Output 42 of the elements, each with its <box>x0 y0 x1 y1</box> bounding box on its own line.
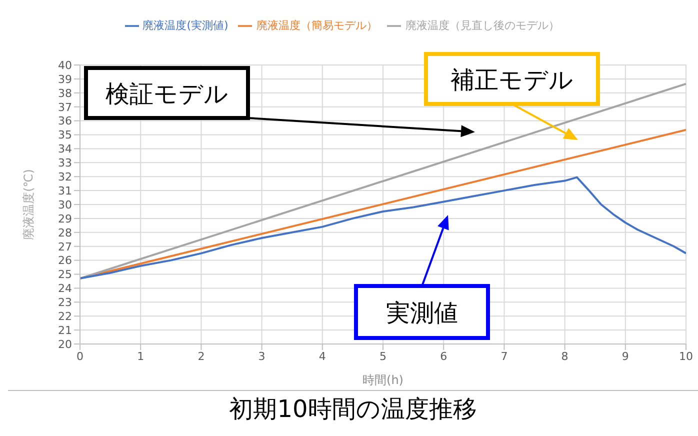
annotation: 検証モデル <box>106 80 228 108</box>
y-tick-label: 35 <box>58 128 72 142</box>
y-tick-label: 26 <box>58 254 72 268</box>
x-tick-label: 4 <box>318 350 326 363</box>
x-tick-label: 8 <box>561 350 568 363</box>
y-tick-label: 34 <box>58 142 72 156</box>
y-tick-label: 20 <box>58 338 72 351</box>
line-series <box>80 176 686 280</box>
y-tick-label: 36 <box>58 114 72 128</box>
y-tick-label: 31 <box>58 184 72 198</box>
x-axis-title: 時間(h) <box>362 373 404 387</box>
y-tick-label: 27 <box>58 240 72 254</box>
y-tick-label: 32 <box>58 170 72 184</box>
y-tick-label: 39 <box>58 72 72 86</box>
x-tick-label: 7 <box>500 350 508 363</box>
x-tick-label: 0 <box>76 350 84 363</box>
legend-label: 廃液温度（簡易モデル） <box>256 19 378 32</box>
y-tick-label: 24 <box>58 282 72 296</box>
y-tick-label: 33 <box>58 156 72 170</box>
x-tick-label: 3 <box>258 350 266 363</box>
x-tick-label: 5 <box>380 350 386 363</box>
y-axis-title: 廃液温度(℃) <box>21 169 36 240</box>
y-tick-label: 28 <box>58 226 72 240</box>
x-tick-label: 10 <box>679 350 693 363</box>
y-tick-label: 23 <box>58 296 72 310</box>
y-tick-label: 29 <box>58 212 72 226</box>
x-tick-label: 9 <box>622 350 629 363</box>
x-tick-label: 2 <box>198 350 205 363</box>
y-tick-label: 40 <box>58 58 72 72</box>
y-tick-label: 37 <box>58 100 72 114</box>
x-tick-label: 6 <box>440 350 448 363</box>
annotation: 補正モデル <box>450 66 574 94</box>
y-tick-label: 22 <box>58 310 72 324</box>
y-tick-label: 21 <box>58 324 72 337</box>
annotation: 実測値 <box>386 299 458 327</box>
x-tick-label: 1 <box>137 350 144 363</box>
legend-label: 廃液温度（見直し後のモデル） <box>405 19 560 32</box>
y-tick-label: 30 <box>58 198 72 212</box>
y-tick-label: 38 <box>58 86 72 100</box>
y-tick-label: 25 <box>58 268 72 282</box>
text: 初期10時間の温度推移 <box>8 390 698 425</box>
legend-label: 廃液温度(実測値) <box>142 19 228 32</box>
